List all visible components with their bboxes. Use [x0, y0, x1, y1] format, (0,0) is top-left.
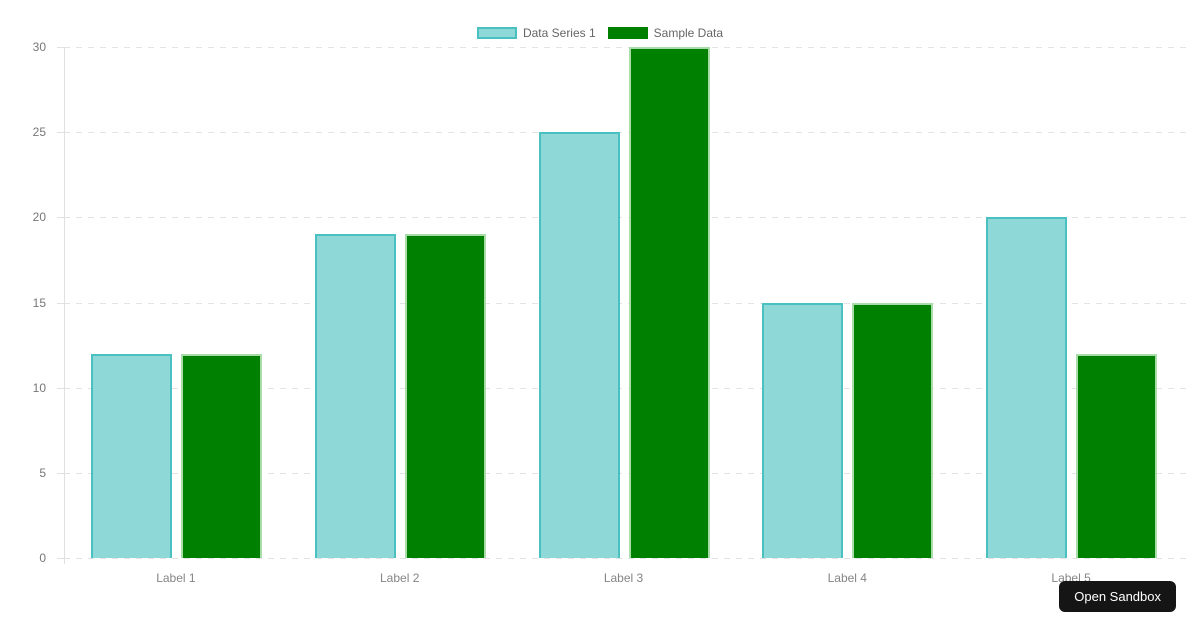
y-tick-mark [57, 47, 64, 48]
legend-label-series-2: Sample Data [653, 26, 724, 40]
y-tick-label: 20 [32, 210, 46, 225]
y-tick-mark [57, 302, 64, 304]
x-axis-label: Label 2 [380, 571, 420, 585]
bar-data-series-1-label-1 [90, 353, 172, 558]
bar-sample-data-label-4 [852, 302, 934, 558]
bar-data-series-1-label-2 [314, 234, 396, 558]
y-tick-mark [57, 387, 64, 389]
legend-swatch-series-2 [607, 27, 648, 39]
bar-sample-data-label-2 [404, 234, 486, 558]
bar-sample-data-label-5 [1076, 353, 1158, 558]
y-tick-label: 10 [32, 380, 46, 395]
bar-data-series-1-label-4 [762, 302, 844, 558]
y-gridline [64, 558, 1186, 559]
y-tick-mark [57, 132, 64, 134]
y-gridline [64, 217, 1186, 219]
x-axis-label: Label 1 [156, 571, 196, 585]
y-tick-mark [57, 217, 64, 219]
y-tick-mark [57, 558, 64, 559]
bar-data-series-1-label-5 [986, 217, 1068, 558]
y-gridline [64, 47, 1186, 48]
bar-data-series-1-label-3 [538, 132, 620, 558]
bar-sample-data-label-3 [628, 47, 710, 558]
open-sandbox-button[interactable]: Open Sandbox [1059, 581, 1176, 612]
y-tick-mark [57, 472, 64, 474]
chart-legend: Data Series 1 Sample Data [0, 26, 1200, 40]
y-gridline [64, 302, 1186, 304]
y-tick-label: 5 [39, 465, 46, 480]
y-gridline [64, 132, 1186, 134]
x-axis-label: Label 3 [603, 571, 644, 585]
legend-swatch-series-1 [476, 27, 517, 39]
y-gridline [64, 387, 1186, 389]
y-tick-label: 25 [32, 125, 46, 140]
y-tick-label: 0 [39, 551, 46, 565]
legend-label-series-1: Data Series 1 [522, 26, 596, 40]
y-tick-label: 15 [32, 295, 46, 310]
legend-item-series-2[interactable]: Sample Data [607, 26, 724, 40]
y-axis-line [64, 47, 65, 564]
y-tick-label: 30 [32, 40, 46, 54]
bar-sample-data-label-1 [180, 353, 262, 558]
legend-item-series-1[interactable]: Data Series 1 [476, 26, 596, 40]
y-gridline [64, 472, 1186, 474]
x-axis-label: Label 4 [827, 571, 867, 585]
